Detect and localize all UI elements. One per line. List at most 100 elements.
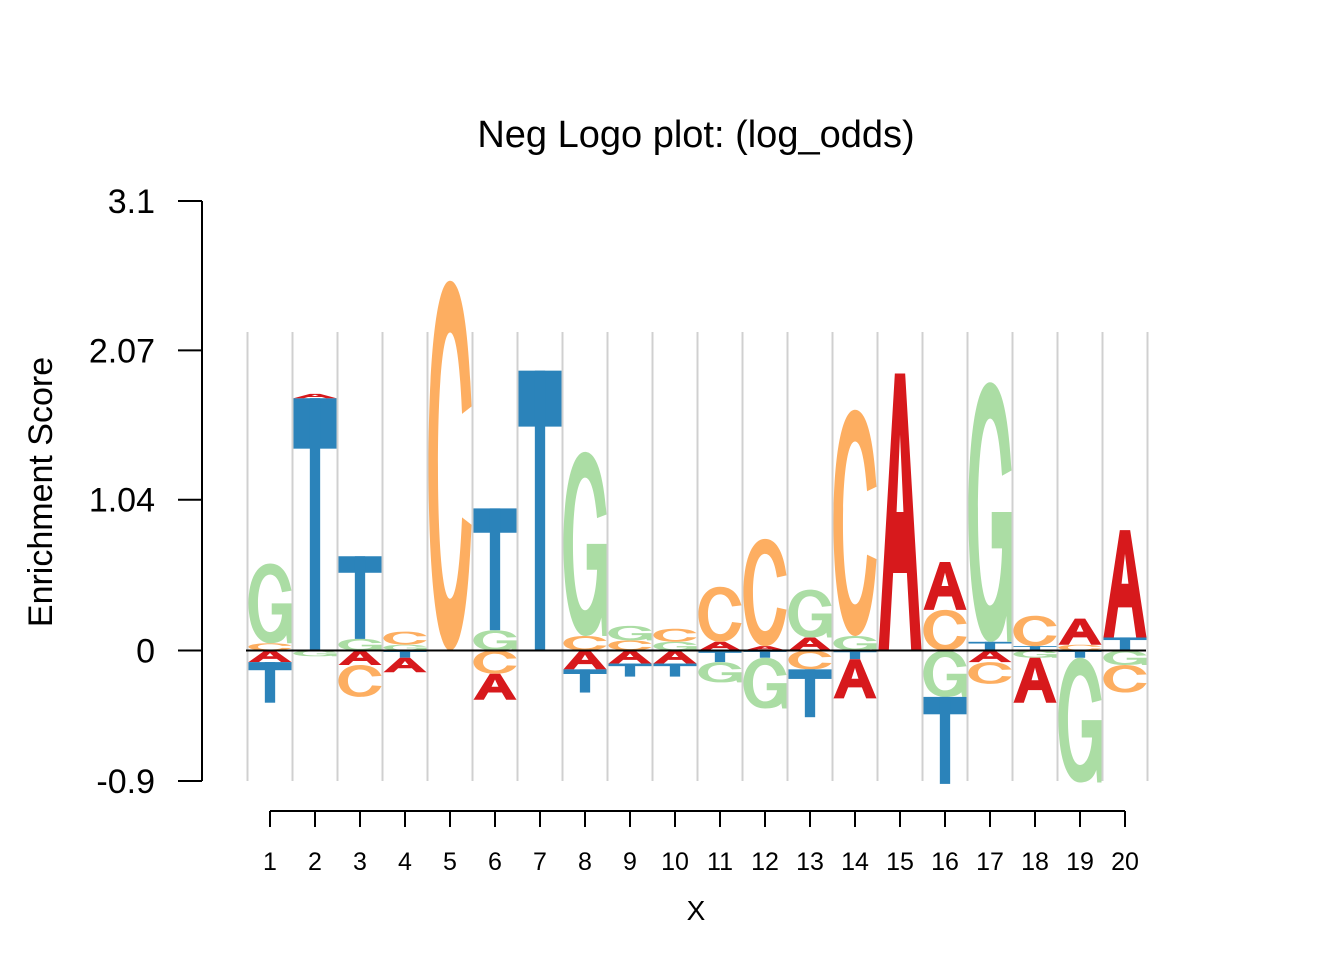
logo-column-16 (923, 562, 967, 784)
letter-a (383, 657, 427, 673)
logo-column-13 (788, 589, 832, 718)
logo-column-3 (338, 556, 382, 697)
x-tick-label: 15 (886, 848, 914, 876)
y-axis: 3.1 2.07 1.04 0 -0.9 (89, 183, 203, 801)
logo-letters (248, 280, 1147, 784)
letter-a (743, 646, 787, 651)
letter-a (653, 650, 697, 664)
letter-g (293, 650, 337, 657)
letter-g (743, 657, 787, 709)
letter-g (608, 625, 652, 641)
letter-t (608, 663, 652, 677)
letter-t (518, 370, 562, 651)
logo-column-9 (608, 625, 652, 677)
logo-column-10 (653, 628, 697, 677)
letter-t (788, 669, 832, 718)
letter-c (788, 650, 832, 670)
grid-lines (246, 332, 1149, 781)
x-tick-label: 5 (443, 848, 457, 876)
letter-c (608, 640, 652, 651)
letter-c (833, 409, 877, 636)
chart-title: Neg Logo plot: (log_odds) (477, 114, 914, 156)
x-tick-label: 10 (661, 848, 689, 876)
letter-g (968, 382, 1012, 642)
letter-t (1103, 637, 1147, 651)
x-tick-label: 4 (398, 848, 412, 876)
x-tick-label: 13 (796, 848, 824, 876)
logo-column-4 (383, 631, 427, 673)
logo-column-2 (293, 393, 337, 657)
x-tick-label: 17 (976, 848, 1004, 876)
letter-t (563, 669, 607, 693)
logo-column-7 (518, 370, 562, 651)
logo-column-18 (1013, 615, 1057, 703)
letter-g (563, 451, 607, 636)
letter-g (1103, 650, 1147, 665)
x-tick-label: 11 (707, 848, 733, 876)
letter-t (833, 650, 877, 660)
y-tick-label: 2.07 (89, 332, 155, 370)
letter-a (608, 650, 652, 664)
x-tick-label: 1 (263, 848, 277, 876)
letter-g (788, 589, 832, 638)
logo-column-1 (248, 563, 292, 703)
x-tick-label: 3 (353, 848, 367, 876)
letter-g (698, 662, 742, 683)
letter-t (338, 556, 382, 639)
letter-t (473, 508, 517, 631)
logo-column-17 (968, 382, 1012, 684)
letter-a (293, 393, 337, 399)
x-tick-label: 7 (533, 848, 547, 876)
logo-column-14 (833, 409, 877, 699)
logo-column-12 (743, 538, 787, 709)
x-axis: 1 2 3 4 5 6 7 8 9 10 11 12 13 14 15 16 17 18 19 20 (263, 810, 1139, 876)
y-tick-label: -0.9 (96, 763, 155, 801)
x-tick-label: 20 (1111, 848, 1139, 876)
letter-a (1013, 657, 1057, 703)
letter-c (338, 665, 382, 697)
x-tick-label: 2 (308, 848, 322, 876)
letter-a (1058, 618, 1102, 645)
letter-t (383, 650, 427, 658)
letter-g (923, 650, 967, 697)
letter-t (653, 663, 697, 677)
x-tick-label: 14 (841, 848, 869, 876)
letter-c (473, 650, 517, 674)
letter-g (473, 630, 517, 651)
letter-c (743, 538, 787, 647)
letter-a (563, 650, 607, 670)
y-tick-label: 3.1 (108, 183, 155, 221)
letter-c (1058, 644, 1102, 651)
letter-c (653, 628, 697, 642)
letter-g (248, 563, 292, 644)
letter-g (653, 641, 697, 651)
y-tick-label: 0 (136, 633, 155, 671)
letter-t (923, 696, 967, 784)
letter-c (383, 631, 427, 645)
letter-t (743, 650, 787, 658)
logo-column-6 (473, 508, 517, 700)
letter-t (1058, 650, 1102, 658)
x-axis-label: X (687, 895, 706, 926)
letter-a (473, 673, 517, 700)
letter-t (293, 398, 337, 651)
logo-column-15 (878, 373, 922, 651)
x-tick-label: 18 (1021, 848, 1049, 876)
letter-g (1013, 650, 1057, 658)
x-tick-label: 9 (623, 848, 637, 876)
letter-c (1013, 615, 1057, 647)
x-tick-label: 16 (931, 848, 959, 876)
letter-g (1058, 657, 1102, 783)
x-tick-label: 19 (1066, 848, 1094, 876)
letter-a (788, 637, 832, 651)
letter-c (923, 609, 967, 651)
logo-column-19 (1058, 618, 1102, 783)
letter-c (1103, 665, 1147, 693)
x-tick-label: 12 (751, 848, 779, 876)
logo-column-5 (428, 280, 472, 651)
letter-a (968, 650, 1012, 663)
letter-g (338, 638, 382, 651)
letter-a (878, 373, 922, 651)
letter-g (383, 644, 427, 651)
letter-c (248, 643, 292, 651)
